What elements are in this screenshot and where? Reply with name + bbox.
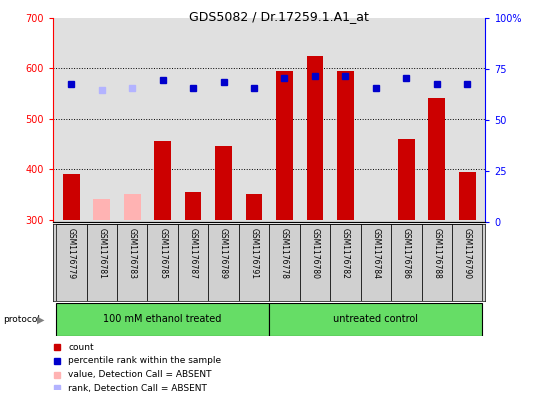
Bar [185,192,201,220]
Bar [117,224,147,301]
Bar [337,71,354,220]
Bar [459,172,475,220]
Text: protocol: protocol [3,315,40,324]
Text: GDS5082 / Dr.17259.1.A1_at: GDS5082 / Dr.17259.1.A1_at [189,10,369,23]
Bar [429,98,445,220]
Text: untreated control: untreated control [333,314,418,324]
Bar [330,224,360,301]
Bar [398,139,415,220]
Bar [154,141,171,220]
Bar [306,55,323,220]
Bar [239,224,270,301]
Text: GSM1176788: GSM1176788 [432,228,441,279]
Text: GSM1176781: GSM1176781 [97,228,106,279]
Bar [93,199,110,220]
Bar [208,224,239,301]
Bar [270,303,483,336]
Text: GSM1176784: GSM1176784 [371,228,381,279]
Bar [56,224,86,301]
Text: GSM1176778: GSM1176778 [280,228,289,279]
Text: GSM1176791: GSM1176791 [249,228,258,279]
Text: value, Detection Call = ABSENT: value, Detection Call = ABSENT [68,370,211,379]
Bar [56,303,270,336]
Text: 100 mM ethanol treated: 100 mM ethanol treated [103,314,222,324]
Bar [124,194,141,220]
Text: count: count [68,343,94,352]
Text: GSM1176782: GSM1176782 [341,228,350,279]
Bar [63,174,80,220]
Text: rank, Detection Call = ABSENT: rank, Detection Call = ABSENT [68,384,207,393]
Text: GSM1176786: GSM1176786 [402,228,411,279]
Text: ▶: ▶ [37,314,45,324]
Bar [300,224,330,301]
Bar [178,224,208,301]
Bar [421,224,452,301]
Text: GSM1176789: GSM1176789 [219,228,228,279]
Bar [452,224,483,301]
Text: GSM1176783: GSM1176783 [128,228,137,279]
Bar [246,194,262,220]
Text: GSM1176779: GSM1176779 [67,228,76,279]
Bar [270,224,300,301]
Text: GSM1176787: GSM1176787 [189,228,198,279]
Bar [391,224,421,301]
Text: percentile rank within the sample: percentile rank within the sample [68,356,222,365]
Text: GSM1176785: GSM1176785 [158,228,167,279]
Bar [360,224,391,301]
Bar [147,224,178,301]
Text: GSM1176780: GSM1176780 [310,228,319,279]
Bar [86,224,117,301]
Bar [276,71,293,220]
Bar [215,146,232,220]
Text: GSM1176790: GSM1176790 [463,228,472,279]
